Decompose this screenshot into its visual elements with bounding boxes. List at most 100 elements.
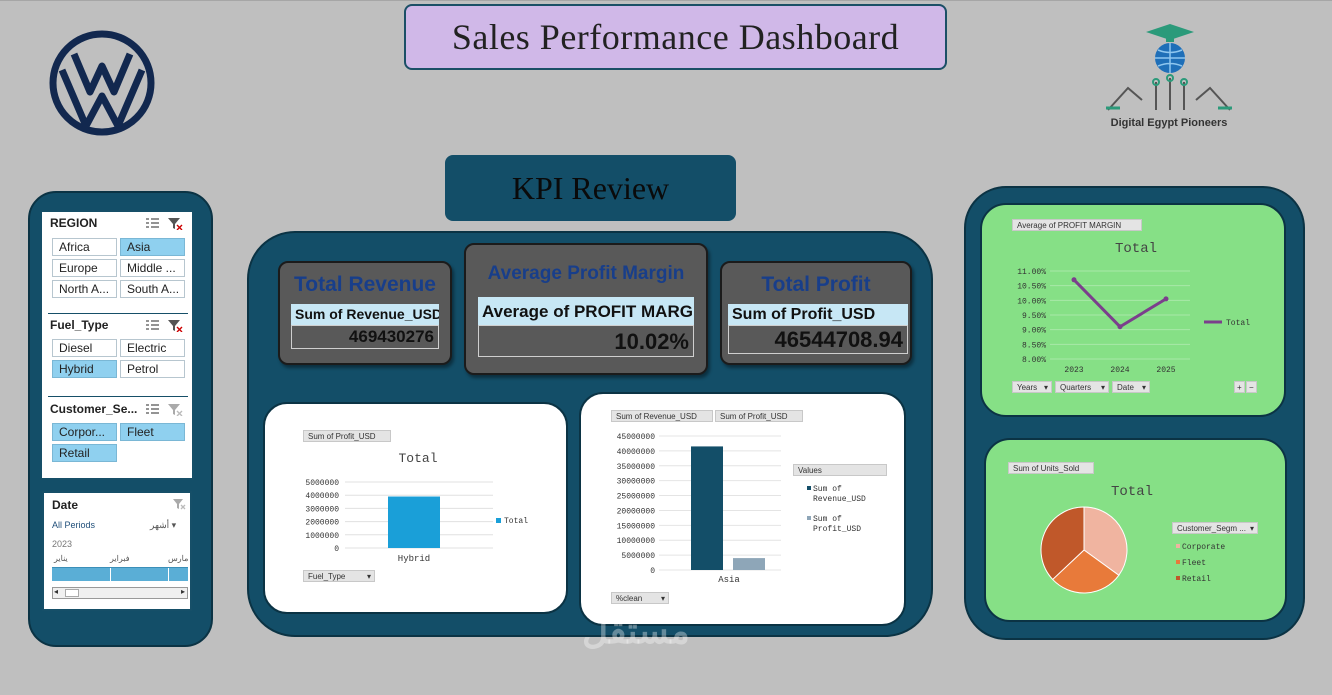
fuel-petrol-button[interactable]: Petrol [120, 360, 185, 378]
legend-label: Corporate [1182, 543, 1225, 552]
revenue-label: Sum of Revenue_USD [291, 304, 439, 325]
date-timeline: Date All Periods أشهر ▾ 2023 يناير فبراي… [42, 491, 192, 611]
scroll-right-icon[interactable]: ▸ [180, 587, 185, 596]
kpi-review-banner: KPI Review [445, 155, 736, 221]
units-sold-chart-card: Sum of Units_Sold Customer_Segm ... ▾ Tot… [984, 438, 1287, 622]
legend-swatch [496, 518, 501, 523]
multi-select-icon[interactable] [146, 218, 159, 228]
segment-retail-button[interactable]: Retail [52, 444, 117, 462]
y-tick-label: 3000000 [305, 505, 339, 514]
region-north-america-button[interactable]: North A... [52, 280, 117, 298]
fuel-diesel-button[interactable]: Diesel [52, 339, 117, 357]
volkswagen-logo-icon [49, 30, 155, 136]
region-south-america-button[interactable]: South A... [120, 280, 185, 298]
pie-slice-fleet [1051, 549, 1120, 594]
fuel-electric-button[interactable]: Electric [120, 339, 185, 357]
sheet-grid-edge [0, 0, 1332, 4]
legend-label: Sum of Revenue_USD [813, 485, 866, 504]
region-asia-button[interactable]: Asia [120, 238, 185, 256]
fuel-hybrid-button[interactable]: Hybrid [52, 360, 117, 378]
line-total [1072, 278, 1167, 329]
fuel-type-filter-button[interactable]: Fuel_Type ▾ [303, 570, 375, 582]
chevron-down-icon: ▾ [171, 520, 177, 530]
years-filter-label: Years [1017, 383, 1038, 392]
legend-label: Total [1226, 319, 1250, 328]
y-tick-label: 8.50% [1022, 341, 1046, 350]
y-tick-label: 35000000 [617, 463, 656, 472]
multi-select-icon[interactable] [146, 320, 159, 330]
profit-field-button[interactable]: Sum of Profit_USD [715, 410, 803, 422]
revenue-field-button[interactable]: Sum of Revenue_USD [611, 410, 713, 422]
scroll-left-icon[interactable]: ◂ [54, 587, 59, 596]
y-tick-label: 10.50% [1017, 283, 1046, 292]
slicer-divider [48, 396, 188, 397]
chevron-down-icon: ▾ [1043, 383, 1048, 392]
timeline-bar[interactable] [52, 567, 188, 582]
expand-icon[interactable]: + [1234, 381, 1245, 393]
x-tick-label: 2024 [1110, 366, 1129, 375]
y-tick-label: 15000000 [617, 522, 656, 531]
bar-profit [733, 558, 765, 570]
chevron-down-icon: ▾ [1141, 383, 1146, 392]
profit-bar-chart: Total 5000000 4000000 3000000 2000000 1000000… [305, 451, 528, 564]
line-point [1163, 296, 1169, 302]
y-tick-label: 40000000 [617, 448, 656, 457]
clean-filter-button[interactable]: %clean ▾ [611, 592, 669, 604]
region-europe-button[interactable]: Europe [52, 259, 117, 277]
units-sold-field-button[interactable]: Sum of Units_Sold [1008, 462, 1094, 474]
date-filter-button[interactable]: Date ▾ [1112, 381, 1150, 393]
clear-filter-icon[interactable] [168, 404, 183, 416]
dep-logo-text: Digital Egypt Pioneers [1110, 117, 1228, 129]
digital-egypt-pioneers-logo-icon [1106, 24, 1232, 111]
legend-label: Total [504, 517, 528, 526]
clear-filter-icon[interactable] [168, 320, 183, 332]
filter-icon: ▾ [366, 572, 371, 581]
y-tick-label: 0 [650, 567, 655, 576]
watermark: مستقل [582, 610, 690, 651]
customer-segment-legend-button[interactable]: Customer_Segm ... ▾ [1172, 522, 1258, 534]
total-profit-card: Total Profit Sum of Profit_USD 46544708.… [720, 261, 912, 365]
profit-margin-line-chart: Total 11.00% 10.50% 10.00% 9.50% 9.00% 8.50% 8.… [1017, 241, 1250, 375]
bar-hybrid [388, 496, 440, 548]
fuel-type-slicer: Fuel_Type Diesel Electric Hybrid Petrol [42, 314, 192, 394]
legend-swatch [1176, 576, 1180, 580]
segment-fleet-button[interactable]: Fleet [120, 423, 185, 441]
timeline-level-dropdown[interactable]: أشهر ▾ [150, 520, 176, 531]
years-filter-button[interactable]: Years ▾ [1012, 381, 1052, 393]
y-tick-label: 1000000 [305, 532, 339, 541]
y-tick-label: 30000000 [617, 478, 656, 487]
clear-filter-icon[interactable] [168, 218, 183, 230]
customer-segment-slicer-header: Customer_Se... [50, 402, 138, 416]
profit-margin-field-button[interactable]: Average of PROFIT MARGIN [1012, 219, 1142, 231]
clean-filter-label: %clean [616, 594, 643, 603]
segment-corporate-button[interactable]: Corpor... [52, 423, 117, 441]
profit-margin-chart-card: Average of PROFIT MARGIN Total 11.00% 10.5… [980, 203, 1286, 417]
region-africa-button[interactable]: Africa [52, 238, 117, 256]
clear-filter-icon[interactable] [172, 498, 186, 510]
y-tick-label: 2000000 [305, 519, 339, 528]
profit-value: 46544708.94 [728, 325, 908, 354]
slicer-container: REGION Africa Asia Europe Middle ... Nor… [40, 210, 194, 480]
region-middle-east-button[interactable]: Middle ... [120, 259, 185, 277]
y-tick-label: 9.00% [1022, 327, 1046, 336]
x-tick-label: 2023 [1064, 366, 1083, 375]
x-tick-label: 2025 [1156, 366, 1175, 375]
timeline-month-1: يناير [54, 554, 68, 563]
x-tick-label: Hybrid [398, 554, 430, 564]
average-profit-margin-card: Average Profit Margin Average of PROFIT … [464, 243, 708, 375]
scroll-thumb[interactable] [65, 589, 79, 597]
profit-field-button[interactable]: Sum of Profit_USD [303, 430, 391, 442]
values-legend-header[interactable]: Values [793, 464, 887, 476]
quarters-filter-button[interactable]: Quarters ▾ [1055, 381, 1109, 393]
pie-slice-retail [1040, 506, 1085, 581]
y-tick-label: 10000000 [617, 537, 656, 546]
customer-segment-slicer: Customer_Se... Corpor... Fleet Retail [42, 397, 192, 477]
multi-select-icon[interactable] [146, 404, 159, 414]
total-revenue-card: Total Revenue Sum of Revenue_USD 4694302… [278, 261, 452, 365]
fuel-type-filter-label: Fuel_Type [308, 572, 346, 581]
collapse-icon[interactable]: − [1246, 381, 1257, 393]
legend-label: Sum of Profit_USD [813, 515, 861, 534]
timeline-scrollbar[interactable]: ◂ ▸ [52, 587, 188, 599]
region-slicer-header: REGION [50, 216, 98, 230]
legend-label: Retail [1182, 575, 1211, 584]
